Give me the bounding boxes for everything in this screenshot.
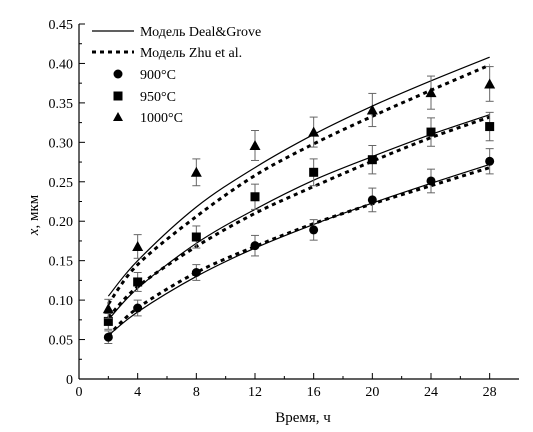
point-900 <box>485 156 495 166</box>
x-tick-label: 12 <box>248 385 262 400</box>
y-tick-label: 0.45 <box>49 18 74 33</box>
legend: Модель Deal&Grove Модель Zhu et al. 900°… <box>92 25 261 126</box>
y-tick-label: 0.40 <box>49 57 74 72</box>
point-900 <box>367 195 377 205</box>
point-900 <box>426 176 436 186</box>
point-950 <box>426 127 436 137</box>
y-tick-label: 0.15 <box>49 255 74 270</box>
point-1000 <box>132 240 144 251</box>
point-950 <box>367 155 377 165</box>
x-tick-label: 4 <box>134 385 141 400</box>
point-1000 <box>102 303 114 314</box>
point-950 <box>250 192 260 202</box>
point-1000 <box>249 139 261 150</box>
zhu-curve-1 <box>107 115 491 319</box>
point-1000 <box>366 104 378 115</box>
point-1000 <box>308 126 320 137</box>
legend-900-marker <box>113 69 123 79</box>
point-900 <box>133 303 143 313</box>
point-1000 <box>190 166 202 177</box>
x-tick-label: 28 <box>483 385 497 400</box>
point-900 <box>191 268 201 277</box>
point-950 <box>103 316 113 326</box>
y-tick-label: 0.35 <box>49 97 74 112</box>
y-tick-label: 0.30 <box>49 136 74 151</box>
y-axis-title-unit: , мкм <box>26 194 42 228</box>
y-tick-label: 0.10 <box>49 294 74 309</box>
y-tick-label: 0 <box>66 373 73 388</box>
y-tick-label: 0.25 <box>49 176 74 191</box>
deal-grove-curve-2 <box>107 56 490 297</box>
point-1000 <box>425 87 437 98</box>
x-tick-label: 8 <box>193 385 200 400</box>
point-900 <box>309 225 319 235</box>
y-axis-title-variable: x <box>26 228 42 236</box>
y-tick-label: 0.20 <box>49 215 74 230</box>
legend-deal-grove-label: Модель Deal&Grove <box>140 25 261 40</box>
legend-900-label: 900°C <box>140 68 176 83</box>
point-1000 <box>484 78 496 89</box>
deal-grove-curve-0 <box>107 163 490 337</box>
point-950 <box>485 122 495 132</box>
point-900 <box>250 241 260 251</box>
y-axis-title: x, мкм <box>26 194 42 236</box>
point-950 <box>133 277 143 287</box>
point-900 <box>103 332 113 342</box>
point-950 <box>191 232 201 242</box>
legend-950-marker <box>113 91 123 101</box>
x-tick-label: 20 <box>365 385 379 400</box>
legend-zhu-label: Модель Zhu et al. <box>140 46 242 61</box>
x-tick-label: 24 <box>424 385 438 400</box>
legend-1000-marker <box>113 112 123 121</box>
x-tick-label: 16 <box>307 385 321 400</box>
point-950 <box>309 167 319 177</box>
x-tick-label: 0 <box>76 385 83 400</box>
x-axis-title: Время, ч <box>275 410 331 426</box>
legend-950-label: 950°C <box>140 90 176 105</box>
y-tick-label: 0.05 <box>49 334 74 349</box>
legend-1000-label: 1000°C <box>140 111 183 126</box>
